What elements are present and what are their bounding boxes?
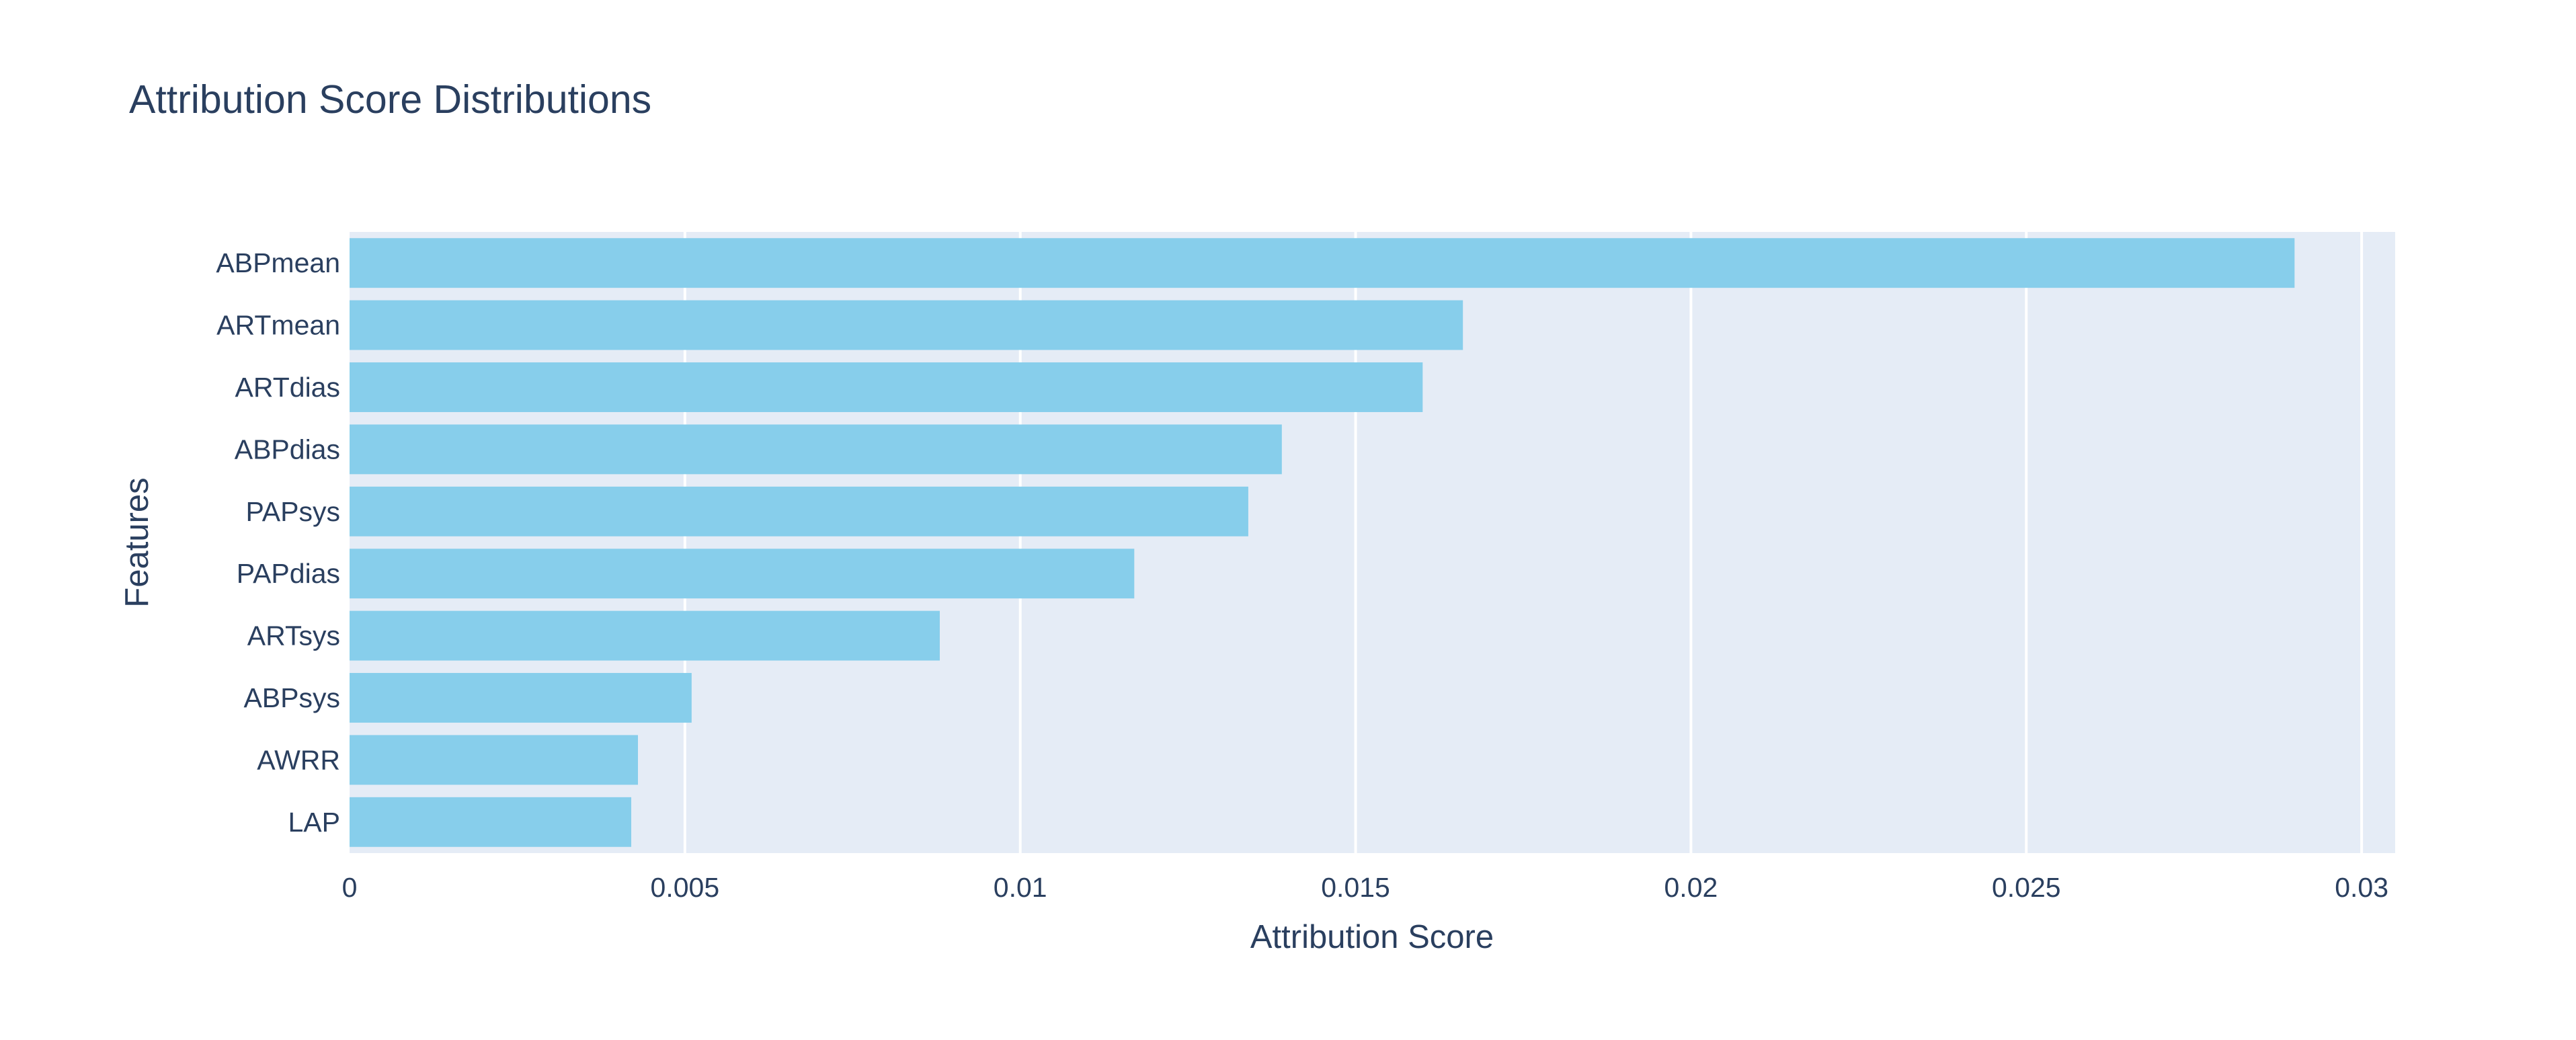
x-tick-label: 0 [342, 872, 358, 903]
bar-abpsys[interactable] [350, 673, 692, 723]
y-tick-label-abpdias: ABPdias [235, 434, 340, 465]
x-tick-label: 0.01 [994, 872, 1047, 903]
bar-abpmean[interactable] [350, 238, 2295, 288]
x-tick-label: 0.02 [1664, 872, 1718, 903]
y-tick-label-abpsys: ABPsys [243, 682, 340, 713]
y-tick-label-artmean: ARTmean [216, 310, 340, 341]
y-tick-labels: ABPmean ARTmean ARTdias ABPdias PAPsys PAPdia… [216, 247, 340, 838]
bar-artsys[interactable] [350, 610, 940, 661]
x-tick-label: 0.005 [651, 872, 720, 903]
x-tick-label: 0.03 [2335, 872, 2388, 903]
bar-artdias[interactable] [350, 362, 1423, 412]
x-tick-label: 0.015 [1321, 872, 1390, 903]
bar-papdias[interactable] [350, 549, 1135, 599]
chart-title: Attribution Score Distributions [129, 77, 651, 122]
x-tick-labels: 0 0.005 0.01 0.015 0.02 0.025 0.03 [342, 872, 2388, 903]
bars [350, 238, 2295, 847]
x-tick-label: 0.025 [1992, 872, 2061, 903]
y-tick-label-lap: LAP [288, 807, 341, 838]
bar-awrr[interactable] [350, 735, 639, 785]
y-tick-label-artdias: ARTdias [235, 372, 340, 403]
y-tick-label-abpmean: ABPmean [216, 247, 340, 278]
y-tick-label-awrr: AWRR [257, 744, 340, 775]
bar-papsys[interactable] [350, 486, 1248, 536]
bar-abpdias[interactable] [350, 424, 1282, 475]
y-axis-title: Features [119, 477, 155, 607]
x-axis-title: Attribution Score [1250, 919, 1494, 955]
bar-lap[interactable] [350, 797, 632, 847]
y-tick-label-papdias: PAPdias [237, 558, 340, 589]
y-tick-label-artsys: ARTsys [247, 621, 340, 651]
bar-artmean[interactable] [350, 300, 1463, 350]
y-tick-label-papsys: PAPsys [246, 496, 341, 527]
